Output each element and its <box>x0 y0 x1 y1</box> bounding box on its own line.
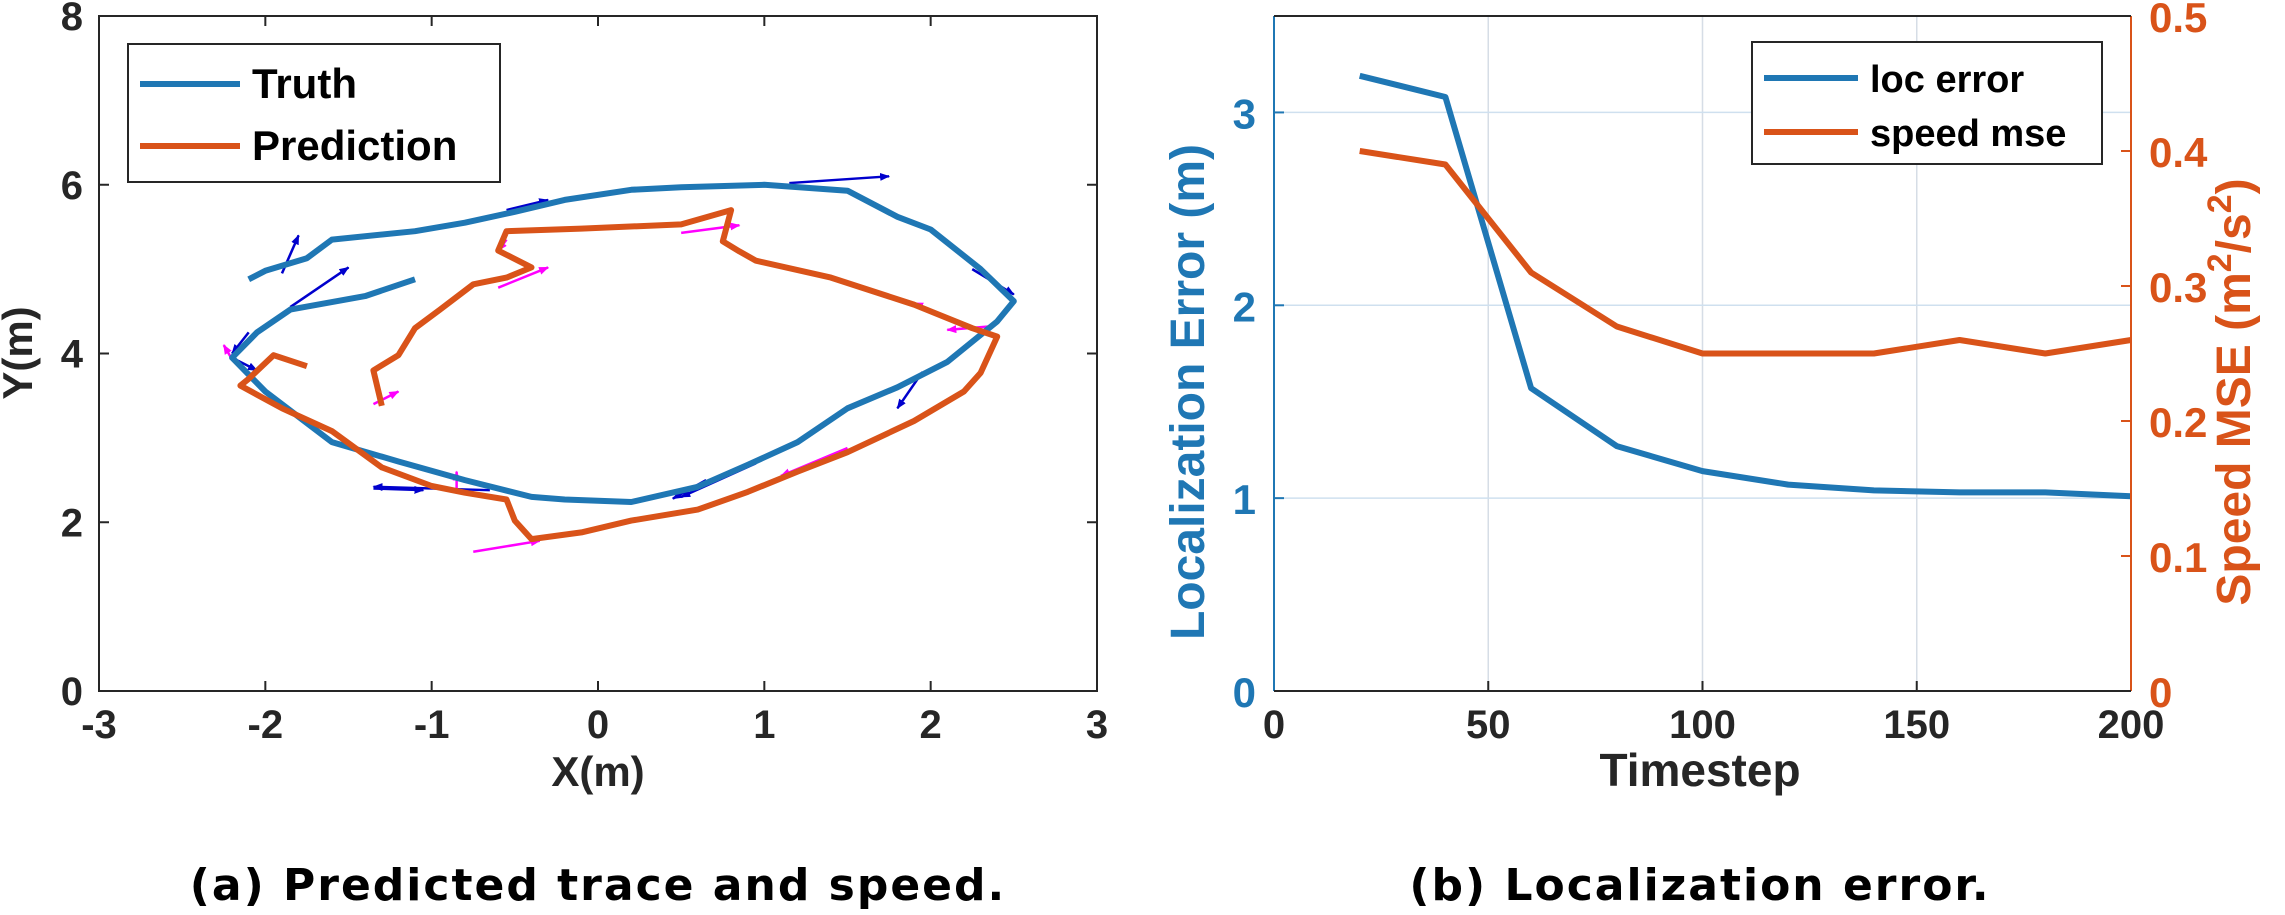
y2-tick-label: 0.1 <box>2149 534 2207 581</box>
panel-b-grid <box>1274 16 2131 691</box>
truth-speed-arrow <box>506 198 550 212</box>
panel-b-legend: loc error speed mse <box>1751 41 2103 165</box>
x-tick-label: -1 <box>414 703 450 747</box>
panel-a-xlabel: X(m) <box>551 748 644 795</box>
x-tick-label: 3 <box>1086 703 1108 747</box>
panel-b-ylabel: Localization Error (m) <box>1162 144 1215 640</box>
y2label-main: Speed MSE (m <box>2208 272 2261 605</box>
legend-speed-mse-label: speed mse <box>1870 113 2066 155</box>
predicted-speed-arrow <box>497 266 550 289</box>
panel-a-legend: Truth Prediction <box>127 43 501 183</box>
y2-tick-label: 0.3 <box>2149 264 2207 311</box>
caption-a: (a) Predicted trace and speed. <box>189 860 1007 911</box>
y-tick-label: 6 <box>61 164 83 208</box>
x-tick-label: 2 <box>920 703 942 747</box>
truth-speed-arrow <box>289 266 350 309</box>
y-tick-label: 0 <box>61 670 83 714</box>
y2label-sup1: 2 <box>2201 253 2239 272</box>
y2-tick-label: 0.5 <box>2149 0 2207 41</box>
y2-tick-label: 0 <box>2149 669 2172 716</box>
y2label-mid: /s <box>2208 213 2261 253</box>
legend-prediction-label: Prediction <box>252 122 457 169</box>
x-tick-label: 0 <box>1263 703 1285 747</box>
panel-a-series <box>229 181 1017 543</box>
panel-b-series <box>1358 72 2132 500</box>
legend-loc-error-label: loc error <box>1870 59 2024 101</box>
panel-b-y2label: Speed MSE (m2/s2) <box>2201 178 2261 605</box>
y2-tick-label: 0.4 <box>2149 129 2208 176</box>
panel-a-legend-box <box>127 43 501 183</box>
truth-speed-arrow <box>789 172 891 185</box>
y2-tick-label: 0.2 <box>2149 399 2207 446</box>
y2label-end: ) <box>2208 178 2261 194</box>
x-tick-label: -3 <box>81 703 117 747</box>
legend-truth-label: Truth <box>252 60 357 107</box>
predicted-speed-arrow <box>372 390 400 406</box>
y-tick-label: 4 <box>61 333 84 377</box>
x-tick-label: 100 <box>1669 703 1736 747</box>
panel-a-ticks: -3 -2 -1 0 1 2 3 0 2 4 6 8 <box>61 0 1108 747</box>
y-tick-label: 1 <box>1233 476 1256 523</box>
series-prediction-line <box>237 207 1001 543</box>
x-tick-label: 50 <box>1466 703 1511 747</box>
x-tick-label: 200 <box>2098 703 2165 747</box>
y-tick-label: 2 <box>1233 283 1256 330</box>
y-tick-label: 0 <box>1233 669 1256 716</box>
predicted-speed-arrow <box>473 538 541 554</box>
caption-b: (b) Localization error. <box>1409 860 1991 911</box>
panel-a: -3 -2 -1 0 1 2 3 0 2 4 6 8 X(m) Y(m) Truth Predicti… <box>0 0 1108 795</box>
x-tick-label: 0 <box>587 703 609 747</box>
x-tick-label: 1 <box>753 703 775 747</box>
series-truth-line <box>229 181 1017 505</box>
x-tick-label: 150 <box>1883 703 1950 747</box>
series-loc-error-line <box>1358 72 2132 500</box>
panel-a-ylabel: Y(m) <box>0 306 41 399</box>
panel-b-legend-box <box>1751 41 2103 165</box>
y-tick-label: 2 <box>61 501 83 545</box>
truth-speed-arrow <box>231 331 250 355</box>
x-tick-label: -2 <box>248 703 284 747</box>
y-tick-label: 8 <box>61 0 83 39</box>
series-speed-mse-line <box>1359 148 2132 357</box>
panel-b-xlabel: Timestep <box>1599 744 1800 796</box>
y2label-sup2: 2 <box>2201 194 2239 213</box>
y-tick-label: 3 <box>1233 90 1256 137</box>
